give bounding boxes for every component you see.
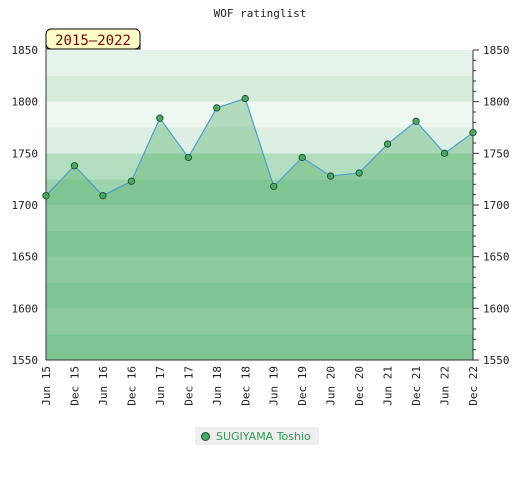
y-tick-label-left: 1850 [12,44,39,57]
series-area [46,98,473,361]
series-line [45,97,474,197]
legend: SUGIYAMA Toshio [195,427,319,445]
legend-label: SUGIYAMA Toshio [216,429,311,443]
y-tick-label-right: 1750 [483,147,510,160]
y-tick-label-left: 1650 [12,251,39,264]
data-point [469,129,477,137]
data-point [70,162,79,170]
grid-band [46,127,473,154]
y-tick-label-left: 1600 [12,302,39,315]
y-tick-label-right: 1650 [483,251,510,264]
data-point [412,117,420,125]
y-tick-label-right: 1850 [483,44,510,57]
data-point [298,153,306,162]
x-tick-label: Jun 21 [382,366,395,406]
y-tick-label-left: 1800 [12,96,39,109]
x-tick-label: Jun 20 [325,366,338,406]
x-tick-label: Jun 15 [40,366,53,406]
period-badge: 2015–2022 [45,28,141,50]
data-point [42,192,50,200]
grid-band [46,205,473,231]
grid-band [46,334,473,360]
data-point [156,114,164,122]
data-point [355,169,363,177]
chart-title: WOF ratinglist [214,7,307,20]
x-tick-label: Dec 22 [467,366,480,406]
y-tick-label-left: 1750 [12,147,39,160]
grid-band [46,308,473,335]
data-point [99,192,107,200]
x-tick-label: Dec 21 [410,366,423,406]
x-tick-label: Dec 15 [68,366,81,406]
data-point [184,153,192,162]
data-point [241,94,249,103]
data-point [383,140,392,148]
y-tick-label-right: 1550 [483,354,510,367]
grid-band [46,101,473,128]
grid-band [46,153,473,180]
grid-band [46,282,473,309]
x-tick-label: Dec 17 [182,366,195,406]
x-tick-label: Dec 18 [239,366,252,406]
grid-band [46,256,473,283]
data-point [440,149,449,157]
period-badge-text: 2015–2022 [55,33,131,49]
y-tick-label-right: 1700 [483,199,510,212]
grid-band [46,50,473,76]
data-point [127,177,136,185]
data-point [213,104,221,112]
y-tick-label-left: 1550 [12,354,39,367]
x-tick-label: Jun 17 [154,366,167,406]
grid-band [46,75,473,102]
x-tick-label: Dec 20 [353,366,366,406]
y-tick-label-right: 1800 [483,96,510,109]
grid-band [46,230,473,257]
x-tick-label: Jun 22 [439,366,452,406]
data-point [327,172,335,180]
x-tick-label: Dec 16 [125,366,138,406]
legend-marker [201,431,210,441]
grid-band [46,179,473,205]
y-tick-label-right: 1600 [483,302,510,315]
x-tick-label: Jun 19 [268,366,281,406]
y-tick-label-left: 1700 [12,199,39,212]
x-tick-label: Dec 19 [296,366,309,406]
data-point [270,182,278,191]
x-tick-label: Jun 18 [211,366,224,406]
x-tick-label: Jun 16 [97,366,110,406]
